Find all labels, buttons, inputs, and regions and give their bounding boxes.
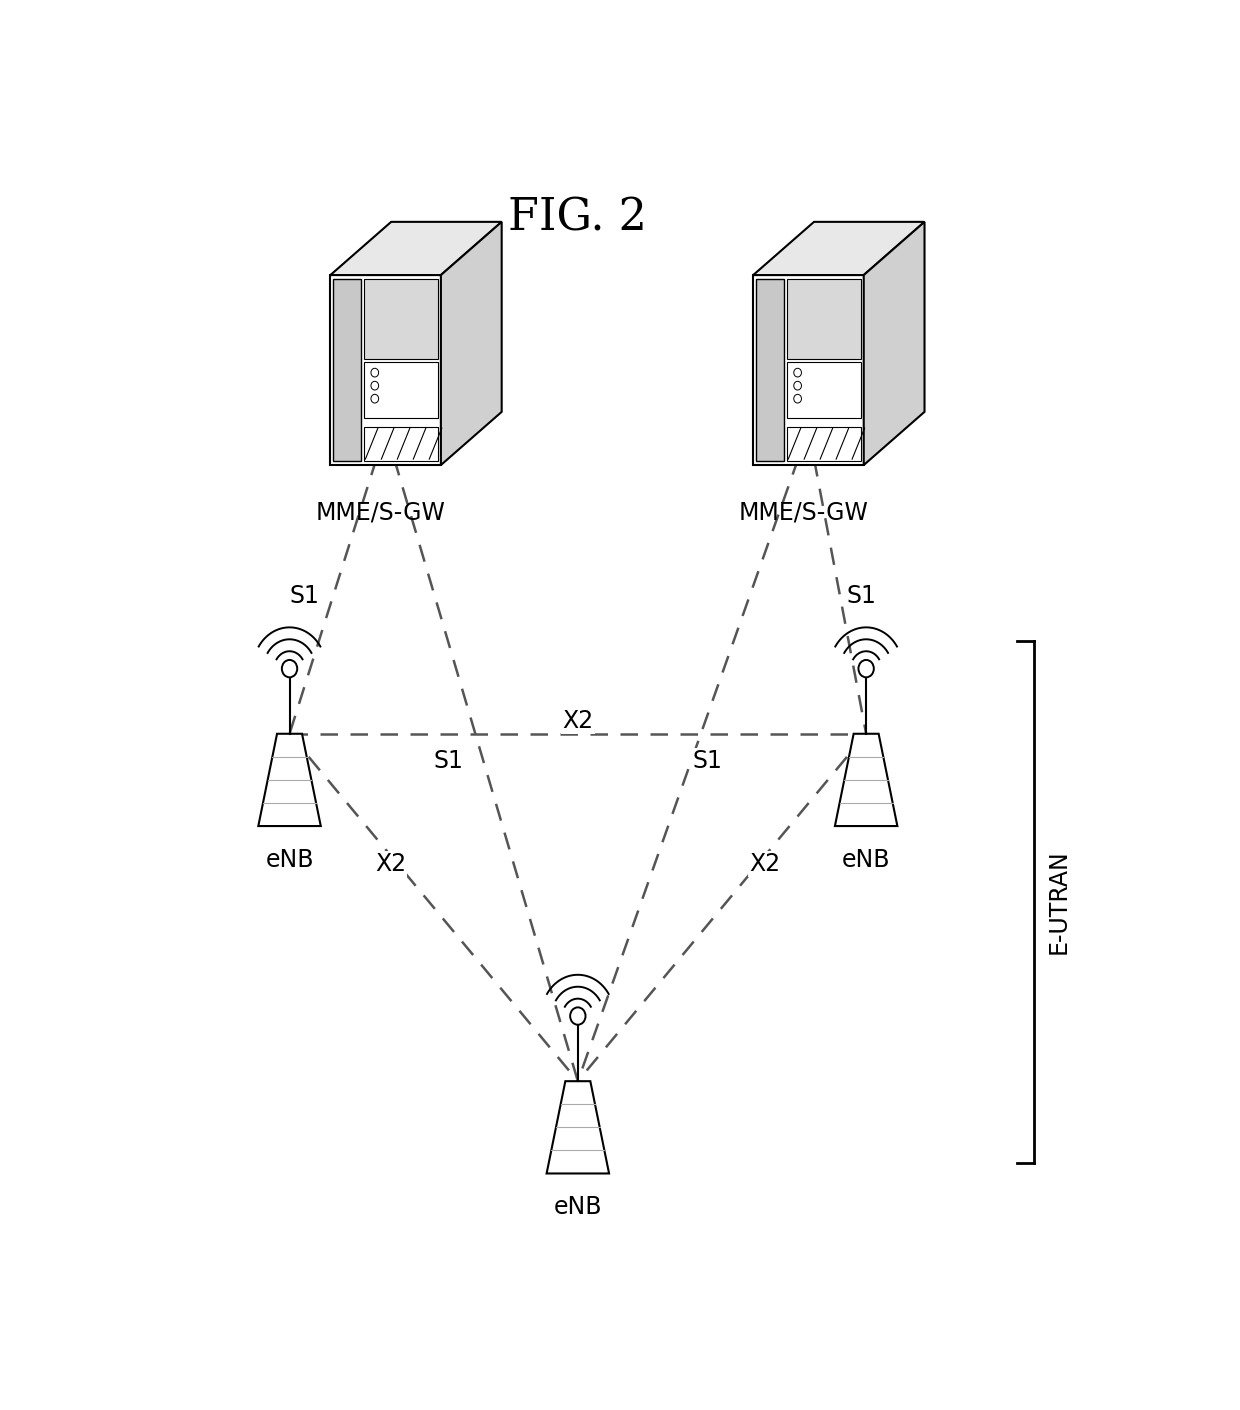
Polygon shape xyxy=(258,733,321,826)
Text: S1: S1 xyxy=(289,584,319,608)
Polygon shape xyxy=(441,221,502,465)
Text: MME/S-GW: MME/S-GW xyxy=(316,501,445,525)
Text: E-UTRAN: E-UTRAN xyxy=(1047,850,1070,955)
Circle shape xyxy=(858,660,874,677)
Polygon shape xyxy=(330,221,502,275)
Text: FIG. 2: FIG. 2 xyxy=(508,196,647,240)
Text: MME/S-GW: MME/S-GW xyxy=(739,501,868,525)
Text: S1: S1 xyxy=(433,749,463,773)
Text: X2: X2 xyxy=(374,852,405,876)
Circle shape xyxy=(281,660,298,677)
Text: eNB: eNB xyxy=(842,847,890,871)
Text: eNB: eNB xyxy=(553,1196,603,1220)
Text: S1: S1 xyxy=(847,584,877,608)
Circle shape xyxy=(794,395,801,403)
Polygon shape xyxy=(330,275,441,465)
Circle shape xyxy=(570,1007,585,1025)
Polygon shape xyxy=(835,733,898,826)
Polygon shape xyxy=(756,279,784,461)
Polygon shape xyxy=(365,362,438,417)
Polygon shape xyxy=(864,221,925,465)
Polygon shape xyxy=(787,426,861,461)
Text: S1: S1 xyxy=(693,749,723,773)
Polygon shape xyxy=(753,275,864,465)
Circle shape xyxy=(371,381,378,391)
Circle shape xyxy=(371,395,378,403)
Polygon shape xyxy=(365,279,438,360)
Circle shape xyxy=(371,368,378,376)
Text: X2: X2 xyxy=(562,709,594,733)
Polygon shape xyxy=(334,279,361,461)
Polygon shape xyxy=(787,279,861,360)
Polygon shape xyxy=(753,221,925,275)
Circle shape xyxy=(794,381,801,391)
Polygon shape xyxy=(365,426,438,461)
Text: X2: X2 xyxy=(750,852,781,876)
Polygon shape xyxy=(547,1081,609,1173)
Polygon shape xyxy=(787,362,861,417)
Circle shape xyxy=(794,368,801,376)
Text: eNB: eNB xyxy=(265,847,314,871)
